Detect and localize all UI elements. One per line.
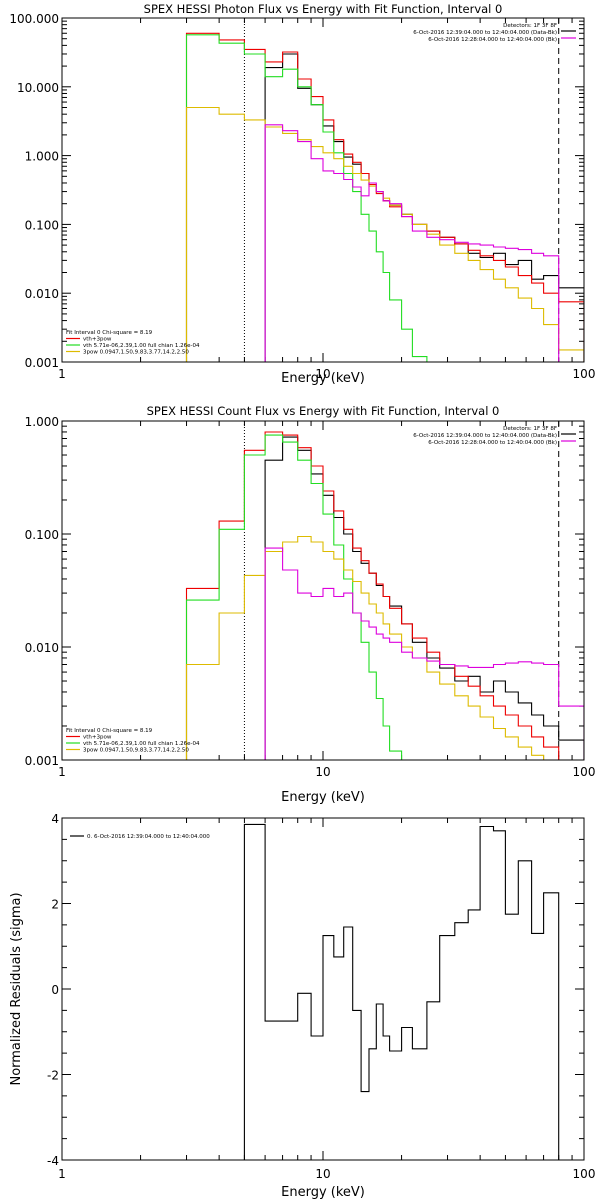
series-line-2 [185, 431, 560, 760]
plot-area [243, 823, 560, 1160]
x-axis-label: Energy (keV) [281, 790, 365, 805]
chart-panel-1: SPEX HESSI Photon Flux vs Energy with Fi… [9, 2, 596, 386]
chart-title: SPEX HESSI Photon Flux vs Energy with Fi… [144, 2, 503, 16]
chart-panel-3: 1 10 100 -4 -2 0 2 4 Energy (keV) Normalized Resi… [9, 812, 595, 1200]
x-tick-label: 10 [315, 765, 330, 779]
series-line-4 [185, 106, 584, 362]
y-tick-label: 2 [51, 898, 59, 912]
series-line-1 [243, 823, 560, 1160]
series-line-1 [264, 53, 584, 362]
x-tick-label: 100 [573, 367, 596, 381]
series-line-1 [264, 436, 584, 760]
y-tick-label: 0.010 [25, 287, 59, 301]
fit-legend-label: vth+3pow [83, 735, 112, 741]
series-line-2 [185, 32, 584, 362]
fit-legend-label: vth 5.71e-06,2.39,1.00 full chian 1.26e-… [83, 343, 200, 349]
y-tick-label: 0.100 [25, 528, 59, 542]
info-text: 6-Oct-2016 12:28:04.000 to 12:40:04.000 … [428, 440, 557, 446]
y-tick-label: 100.000 [9, 12, 59, 26]
x-axis-label: Energy (keV) [281, 371, 365, 386]
y-tick-label: 1.000 [25, 150, 59, 164]
plot-area [185, 421, 584, 760]
y-tick-label: 4 [51, 812, 59, 826]
fit-legend-header: Fit Interval 0 Chi-square = 8.19 [66, 728, 153, 734]
info-text: 6-Oct-2016 12:28:04.000 to 12:40:04.000 … [428, 37, 557, 43]
axes-frame [61, 420, 585, 761]
series-line-5 [264, 547, 584, 760]
fit-legend-label: 3pow 0.0947,1.50,9.83,3.77,14.2,2.50 [83, 350, 189, 356]
series-line-3 [185, 34, 428, 362]
y-tick-label: 0.100 [25, 218, 59, 232]
y-tick-label: 0.001 [25, 356, 59, 370]
x-tick-label: 1 [58, 765, 66, 779]
chart-panel-2: SPEX HESSI Count Flux vs Energy with Fit… [25, 404, 596, 805]
axes-frame [61, 17, 585, 363]
info-text: 6-Oct-2016 12:39:04.000 to 12:40:04.000 … [413, 30, 557, 36]
y-tick-label: 10.000 [17, 81, 59, 95]
fit-legend-label: vth+3pow [83, 337, 112, 343]
x-axis-label: Energy (keV) [281, 1185, 365, 1200]
axes-frame [61, 817, 585, 1161]
x-tick-label: 10 [315, 367, 330, 381]
y-tick-label: 0.001 [25, 754, 59, 768]
series-line-5 [264, 124, 584, 362]
series-line-3 [185, 434, 403, 760]
y-tick-label: 0.010 [25, 641, 59, 655]
y-axis-label: Normalized Residuals (sigma) [9, 892, 24, 1085]
info-text: Detectors: 1F 3F 8F [503, 426, 557, 432]
y-tick-label: -4 [47, 1154, 59, 1168]
x-tick-label: 1 [58, 367, 66, 381]
chart-title: SPEX HESSI Count Flux vs Energy with Fit… [147, 404, 500, 418]
info-text: 6-Oct-2016 12:39:04.000 to 12:40:04.000 … [413, 433, 557, 439]
x-tick-label: 1 [58, 1167, 66, 1181]
fit-legend-label: 3pow 0.0947,1.50,9.83,3.77,14.2,2.50 [83, 748, 189, 754]
fit-legend-label: vth 5.71e-06,2.39,1.00 full chian 1.26e-… [83, 741, 200, 747]
y-tick-label: 0 [51, 983, 59, 997]
x-tick-label: 100 [573, 1167, 596, 1181]
fit-legend-header: Fit Interval 0 Chi-square = 8.19 [66, 330, 153, 336]
info-text: Detectors: 1F 3F 8F [503, 23, 557, 29]
x-tick-label: 10 [315, 1167, 330, 1181]
series-line-4 [185, 535, 560, 760]
plot-area [185, 18, 584, 362]
residual-legend-label: 0. 6-Oct-2016 12:39:04.000 to 12:40:04.0… [87, 834, 210, 840]
x-tick-label: 100 [573, 765, 596, 779]
y-tick-label: 1.000 [25, 415, 59, 429]
y-tick-label: -2 [47, 1069, 59, 1083]
